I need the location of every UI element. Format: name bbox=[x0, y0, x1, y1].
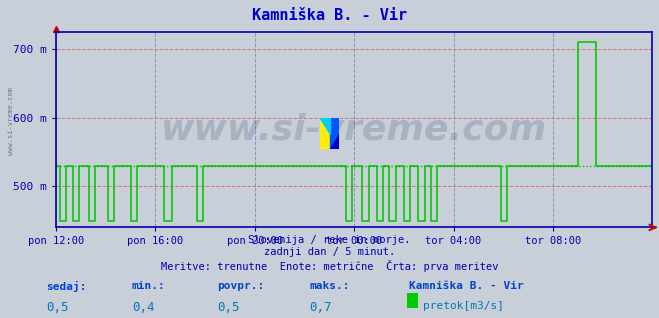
Text: 0,4: 0,4 bbox=[132, 301, 154, 314]
Text: Kamniška B. - Vir: Kamniška B. - Vir bbox=[409, 281, 523, 291]
Text: www.si-vreme.com: www.si-vreme.com bbox=[161, 113, 547, 147]
Text: Meritve: trenutne  Enote: metrične  Črta: prva meritev: Meritve: trenutne Enote: metrične Črta: … bbox=[161, 260, 498, 272]
Text: sedaj:: sedaj: bbox=[46, 281, 86, 293]
Text: 0,5: 0,5 bbox=[217, 301, 240, 314]
Polygon shape bbox=[320, 118, 330, 134]
Text: www.si-vreme.com: www.si-vreme.com bbox=[8, 87, 14, 155]
Text: zadnji dan / 5 minut.: zadnji dan / 5 minut. bbox=[264, 247, 395, 257]
Bar bbox=[320, 118, 330, 149]
Text: Kamniška B. - Vir: Kamniška B. - Vir bbox=[252, 8, 407, 23]
Text: maks.:: maks.: bbox=[310, 281, 350, 291]
Text: min.:: min.: bbox=[132, 281, 165, 291]
Polygon shape bbox=[330, 134, 339, 149]
Text: pretok[m3/s]: pretok[m3/s] bbox=[423, 301, 504, 310]
Text: Slovenija / reke in morje.: Slovenija / reke in morje. bbox=[248, 235, 411, 245]
Text: 0,7: 0,7 bbox=[310, 301, 332, 314]
Text: povpr.:: povpr.: bbox=[217, 281, 265, 291]
Bar bbox=[330, 118, 339, 149]
Text: 0,5: 0,5 bbox=[46, 301, 69, 314]
